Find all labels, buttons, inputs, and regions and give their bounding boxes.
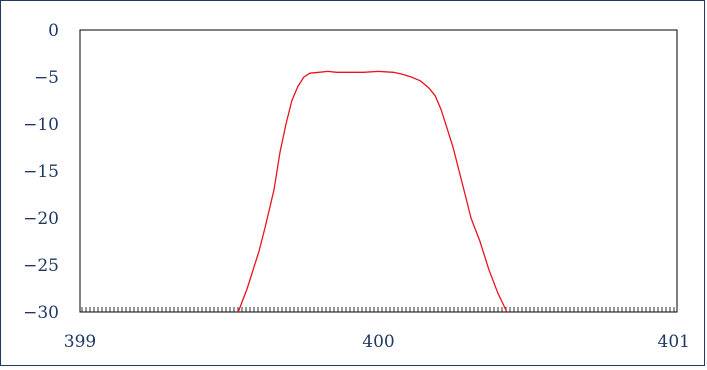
y-tick-label: −30	[23, 303, 59, 323]
x-tick-label: 399	[64, 332, 96, 352]
y-tick-label: −10	[23, 115, 59, 135]
x-tick-label: 400	[362, 332, 394, 352]
series-layer	[237, 70, 508, 313]
y-tick-label: 0	[48, 21, 59, 41]
x-minor-ticks	[81, 307, 675, 312]
x-tick-label: 401	[658, 332, 690, 352]
x-tick-labels: 399 400 401	[64, 332, 690, 352]
series-line	[237, 70, 508, 313]
y-tick-label: −15	[23, 162, 59, 182]
plot-area	[79, 29, 678, 313]
y-tick-label: −20	[23, 209, 59, 229]
y-tick-label: −5	[34, 68, 59, 88]
y-tick-labels: 0 −5 −10 −15 −20 −25 −30	[23, 21, 59, 323]
y-tick-label: −25	[23, 256, 59, 276]
